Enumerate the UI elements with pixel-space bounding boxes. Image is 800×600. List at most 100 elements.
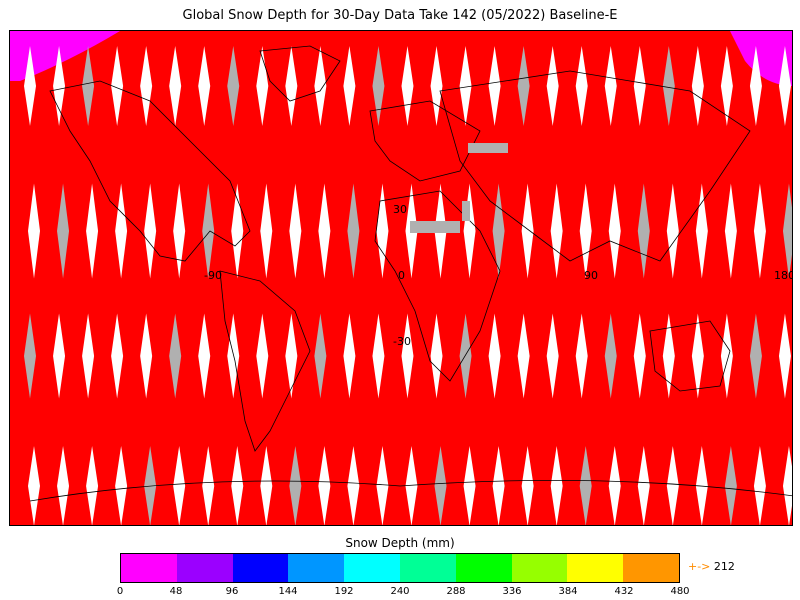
- colorbar-segment: [399, 554, 456, 582]
- orbit-gap: [666, 446, 679, 525]
- orbit-gap: [198, 46, 211, 126]
- orbit-gap: [575, 313, 588, 399]
- orbit-gap: [459, 46, 472, 126]
- orbit-gap: [260, 446, 273, 525]
- orbit-gap: [521, 446, 534, 525]
- orbit-gap: [753, 183, 766, 279]
- orbit-gap: [778, 313, 791, 399]
- orbit-gap: [637, 446, 650, 525]
- colorbar-tick-label: 192: [334, 586, 354, 597]
- north-america-outline: [49, 80, 251, 262]
- orbit-gap: [662, 46, 675, 126]
- coastline-layer: [29, 45, 792, 502]
- orbit-gap: [430, 313, 443, 399]
- orbit-gap: [285, 46, 298, 126]
- orbit-gap: [57, 446, 70, 525]
- orbit-gap: [521, 183, 534, 279]
- lon-label-zero: 0: [398, 269, 405, 282]
- orbit-gap: [695, 446, 708, 525]
- orbit-gap: [637, 183, 650, 279]
- orbit-gap: [430, 46, 443, 126]
- orbit-gap: [202, 183, 215, 279]
- orbit-gap: [115, 446, 128, 525]
- colorbar-segment: [455, 554, 512, 582]
- orbit-gap: [753, 446, 766, 525]
- orbit-gap: [140, 313, 153, 399]
- orbit-gap: [115, 183, 128, 279]
- orbit-gap: [604, 46, 617, 126]
- orbit-gap: [546, 46, 559, 126]
- orbit-gap: [111, 313, 124, 399]
- orbit-gap: [579, 446, 592, 525]
- orbit-gap: [82, 313, 95, 399]
- orbit-gap: [24, 46, 36, 126]
- orbit-gap: [24, 313, 36, 399]
- max-value: 212: [713, 560, 735, 573]
- orbit-gap: [169, 46, 182, 126]
- orbit-gap: [314, 46, 327, 126]
- nodata-block: [410, 221, 460, 233]
- colorbar-tick-label: 480: [670, 586, 690, 597]
- lon-label-east: 90: [584, 269, 598, 282]
- south-america-outline: [219, 270, 311, 452]
- orbit-gap: [140, 46, 153, 126]
- orbit-gap: [314, 313, 327, 399]
- colorbar-segment: [567, 554, 624, 582]
- orbit-gap: [724, 446, 737, 525]
- colorbar-segment: [232, 554, 289, 582]
- orbit-gap: [285, 313, 298, 399]
- lat-label-south: -30: [393, 335, 411, 348]
- orbit-gap: [488, 46, 501, 126]
- orbit-gap: [347, 183, 360, 279]
- orbit-gap: [57, 183, 70, 279]
- orbit-gap: [53, 46, 66, 126]
- orbit-gap-layer: [24, 46, 792, 525]
- orbit-gap: [144, 183, 157, 279]
- colorbar-tick-label: 384: [558, 586, 578, 597]
- polar-snow-patch-east: [730, 31, 792, 86]
- orbit-gap: [198, 313, 211, 399]
- antarctica-outline: [29, 480, 792, 502]
- orbit-gap: [749, 46, 762, 126]
- orbit-gap: [227, 313, 240, 399]
- orbit-gap: [608, 446, 621, 525]
- australia-outline: [649, 320, 731, 392]
- colorbar-tick-label: 240: [390, 586, 410, 597]
- orbit-gap: [782, 446, 792, 525]
- lat-label-north: 30: [393, 203, 407, 216]
- colorbar-tick-label: 432: [614, 586, 634, 597]
- orbit-gap: [749, 313, 762, 399]
- orbit-gap: [86, 446, 99, 525]
- orbit-gap: [372, 313, 385, 399]
- polar-snow-patch-west: [10, 31, 120, 81]
- orbit-gap: [608, 183, 621, 279]
- lon-label-west: -90: [204, 269, 222, 282]
- orbit-gap: [343, 313, 356, 399]
- colorbar: [120, 553, 680, 583]
- orbit-gap: [289, 446, 302, 525]
- orbit-gap: [550, 446, 563, 525]
- orbit-gap: [231, 446, 244, 525]
- orbit-gap: [318, 446, 331, 525]
- orbit-gap: [633, 313, 646, 399]
- orbit-gap: [546, 313, 559, 399]
- orbit-gap: [343, 46, 356, 126]
- snow-depth-map: -90 0 90 180 30 -30: [9, 30, 793, 526]
- colorbar-segment: [511, 554, 568, 582]
- orbit-gap: [517, 46, 530, 126]
- orbit-gap: [662, 313, 675, 399]
- orbit-gap: [86, 183, 99, 279]
- orbit-gap: [289, 183, 302, 279]
- orbit-gap: [28, 183, 40, 279]
- orbit-gap: [782, 183, 792, 279]
- colorbar-segment: [344, 554, 400, 582]
- orbit-gap: [173, 446, 186, 525]
- orbit-gap: [463, 446, 476, 525]
- nodata-block-layer: [410, 143, 508, 233]
- colorbar-title: Snow Depth (mm): [345, 536, 455, 550]
- orbit-gap: [347, 446, 360, 525]
- colorbar-tick-label: 144: [278, 586, 298, 597]
- orbit-gap: [666, 183, 679, 279]
- orbit-gap: [575, 46, 588, 126]
- asia-outline: [439, 70, 751, 262]
